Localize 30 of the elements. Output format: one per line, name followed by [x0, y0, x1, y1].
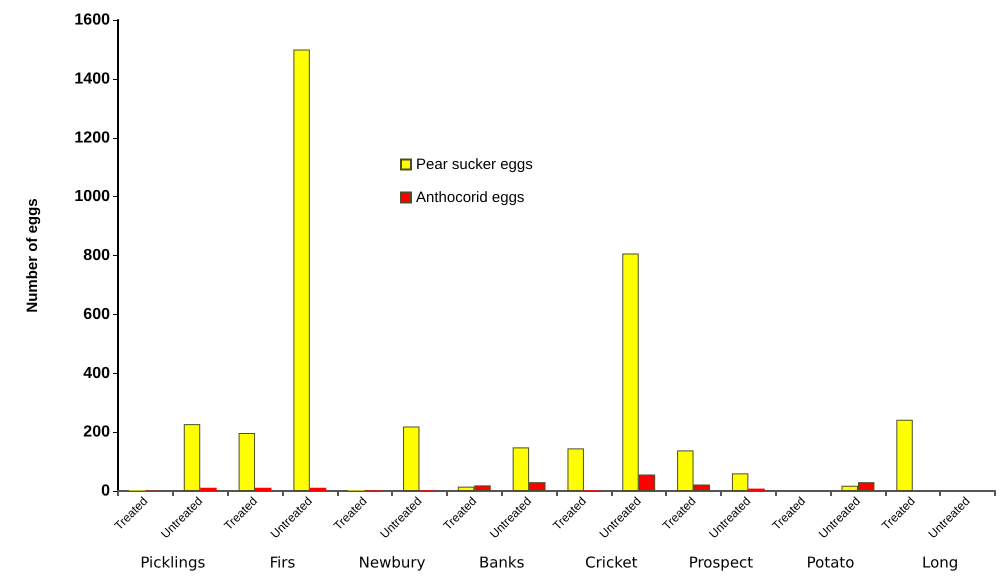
y-tick-label: 1000 — [74, 188, 110, 206]
text: Prospect — [688, 554, 754, 572]
bar — [732, 473, 748, 491]
bar — [896, 420, 913, 491]
text: Long — [922, 554, 958, 572]
text: Banks — [478, 554, 525, 572]
y-tick-label: 0 — [101, 482, 110, 500]
text: Cricket — [585, 554, 638, 572]
bar — [310, 488, 326, 491]
y-tick-label: 1600 — [74, 12, 110, 28]
y-axis-title: Number of eggs — [24, 198, 41, 313]
text: Potato — [806, 554, 854, 572]
text: Picklings — [140, 554, 206, 572]
bar — [200, 488, 217, 491]
y-tick-label: 800 — [83, 247, 110, 264]
y-tick-label: 1200 — [74, 129, 110, 146]
bar — [293, 49, 310, 491]
bar — [403, 426, 420, 491]
y-tick-label: 600 — [83, 306, 110, 323]
bar — [238, 433, 256, 491]
y-tick-label: 1400 — [74, 70, 110, 88]
y-tick-label: 400 — [83, 364, 110, 382]
legend-label: Pear sucker eggs — [416, 156, 533, 173]
legend-label: Anthocorid eggs — [416, 189, 524, 206]
y-tick-label: 200 — [83, 424, 110, 441]
text: Newbury — [358, 554, 426, 572]
bar — [567, 448, 584, 491]
text: Firs — [270, 554, 296, 572]
bar — [255, 488, 272, 491]
bar — [184, 424, 200, 491]
